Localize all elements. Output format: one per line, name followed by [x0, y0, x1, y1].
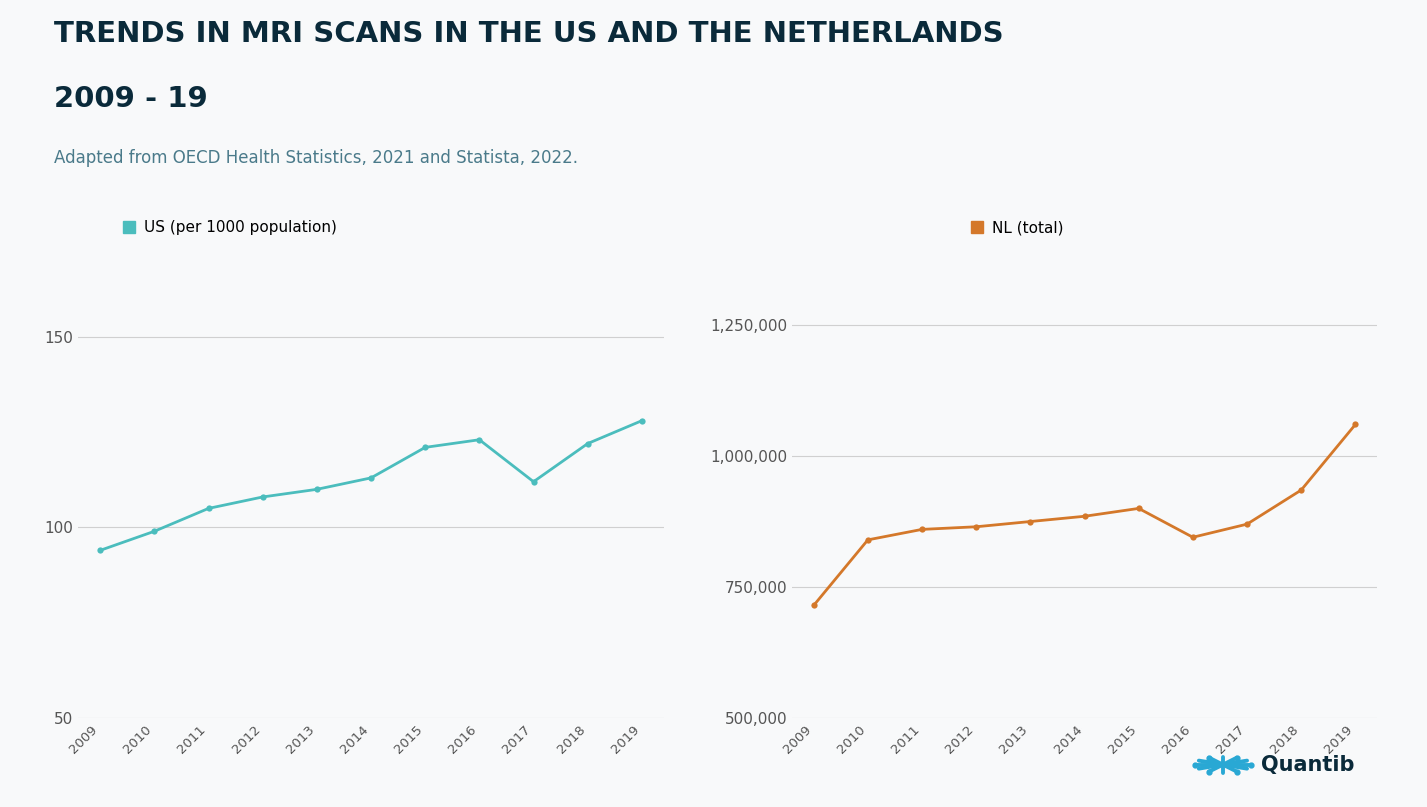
Legend: NL (total): NL (total) — [963, 214, 1070, 241]
Text: TRENDS IN MRI SCANS IN THE US AND THE NETHERLANDS: TRENDS IN MRI SCANS IN THE US AND THE NE… — [54, 20, 1003, 48]
Legend: US (per 1000 population): US (per 1000 population) — [116, 214, 344, 241]
Text: Quantib: Quantib — [1261, 755, 1356, 775]
Text: Adapted from OECD Health Statistics, 2021 and Statista, 2022.: Adapted from OECD Health Statistics, 202… — [54, 149, 578, 167]
Text: 2009 - 19: 2009 - 19 — [54, 85, 208, 113]
